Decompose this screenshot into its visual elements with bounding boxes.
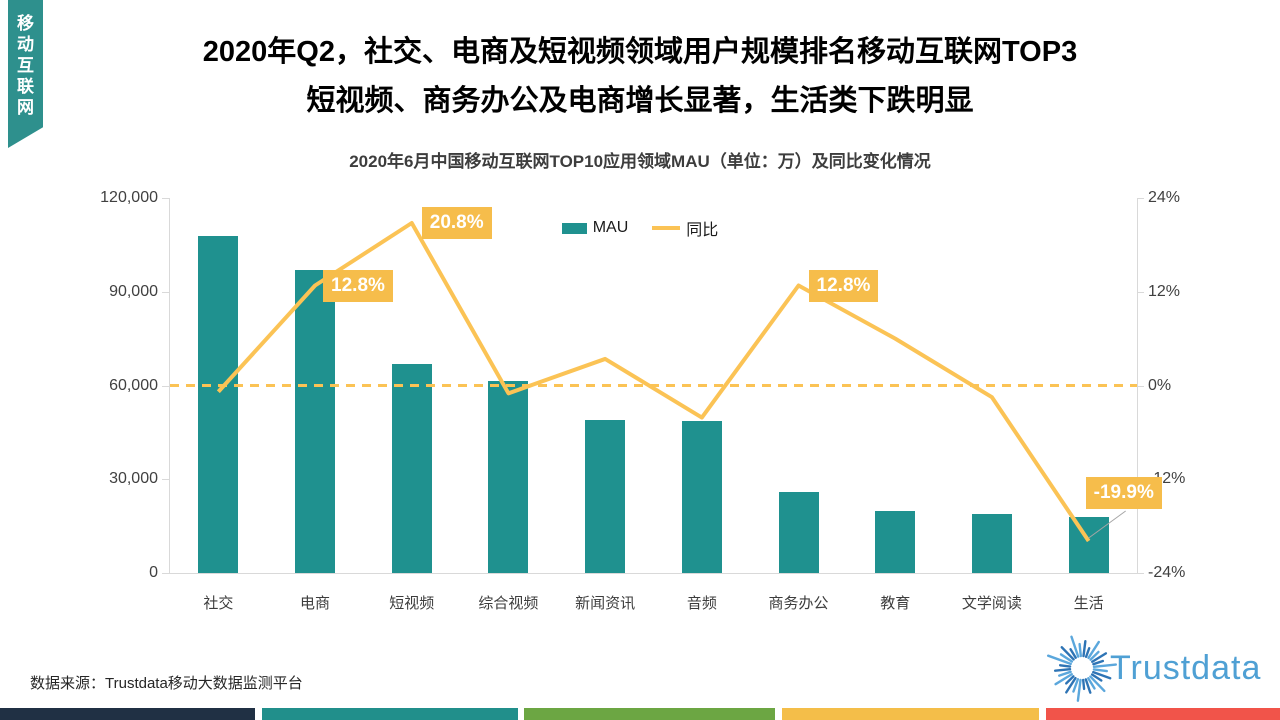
footer-bar-segment bbox=[1046, 708, 1280, 720]
left-axis-tick-label: 120,000 bbox=[100, 189, 158, 206]
starburst-ray bbox=[1060, 646, 1075, 661]
right-axis-tick-label: 0% bbox=[1148, 376, 1172, 394]
right-axis-tick bbox=[1137, 198, 1144, 199]
starburst-ray bbox=[1092, 663, 1118, 669]
footer-bar-segment bbox=[524, 708, 775, 720]
left-axis-tick bbox=[162, 198, 169, 199]
starburst-ray bbox=[1059, 653, 1074, 663]
annotation-12.8%: 12.8% bbox=[808, 269, 879, 302]
footer-bar-segment bbox=[262, 708, 518, 720]
bar-社交 bbox=[198, 235, 239, 573]
right-axis-tick bbox=[1137, 291, 1144, 293]
bar-生活 bbox=[1068, 516, 1109, 573]
bar-教育 bbox=[875, 510, 916, 573]
bar-综合视频 bbox=[488, 380, 529, 573]
left-axis-line bbox=[169, 198, 170, 573]
category-label-音频: 音频 bbox=[686, 595, 717, 612]
page-title-line2: 短视频、商务办公及电商增长显著，生活类下跌明显 bbox=[306, 85, 974, 117]
starburst-ray bbox=[1053, 667, 1072, 672]
starburst-ray bbox=[1089, 650, 1100, 661]
bottom-axis-line bbox=[169, 573, 1138, 574]
trustdata-starburst-icon bbox=[1046, 635, 1118, 702]
left-axis-tick-label: 90,000 bbox=[109, 282, 158, 300]
legend-yoy-label: 同比 bbox=[686, 222, 719, 239]
page-title: 2020年Q2，社交、电商及短视频领域用户规模排名移动互联网TOP3 短视频、商… bbox=[0, 28, 1280, 126]
left-axis-tick bbox=[162, 291, 169, 293]
chart-title: 2020年6月中国移动互联网TOP10应用领域MAU（单位：万）及同比变化情况 bbox=[349, 152, 931, 171]
category-label-教育: 教育 bbox=[880, 595, 911, 612]
bar-短视频 bbox=[391, 363, 432, 573]
legend-item-yoy: 同比 bbox=[652, 216, 718, 240]
legend-item-mau: MAU bbox=[561, 219, 629, 237]
starburst-ray bbox=[1054, 673, 1073, 686]
footer-bar-segment bbox=[782, 708, 1039, 720]
starburst-ray bbox=[1065, 676, 1077, 694]
right-axis-tick bbox=[1137, 573, 1144, 574]
bar-音频 bbox=[681, 421, 722, 573]
starburst-ray bbox=[1070, 635, 1080, 658]
left-axis-tick-label: 0 bbox=[149, 564, 158, 581]
category-label-综合视频: 综合视频 bbox=[478, 595, 539, 612]
ribbon-tab-char: 互 bbox=[17, 56, 34, 75]
left-axis-tick bbox=[162, 479, 169, 481]
starburst-ray bbox=[1065, 675, 1075, 685]
starburst-ray bbox=[1092, 670, 1112, 680]
footer-bar-segment bbox=[0, 708, 255, 720]
right-axis-tick bbox=[1137, 385, 1144, 387]
starburst-ray bbox=[1084, 678, 1092, 694]
starburst-ray bbox=[1087, 677, 1096, 690]
bar-新闻资讯 bbox=[585, 419, 626, 573]
chart-legend: MAU 同比 bbox=[0, 216, 1280, 240]
right-axis-tick-label: -24% bbox=[1148, 564, 1186, 581]
category-label-新闻资讯: 新闻资讯 bbox=[575, 595, 636, 612]
mau-bar-swatch-icon bbox=[561, 222, 587, 234]
right-axis-tick-label: 24% bbox=[1148, 189, 1181, 206]
ribbon-tab-char: 网 bbox=[17, 98, 34, 117]
starburst-ray bbox=[1091, 652, 1108, 663]
category-label-文学阅读: 文学阅读 bbox=[961, 595, 1022, 612]
bar-商务办公 bbox=[778, 491, 819, 573]
legend-mau-label: MAU bbox=[592, 219, 629, 236]
starburst-ray bbox=[1087, 640, 1101, 660]
trustdata-logo-text: Trustdata bbox=[1110, 648, 1262, 687]
yoy-line-swatch-icon bbox=[652, 226, 681, 230]
annotation--19.9%: -19.9% bbox=[1085, 476, 1162, 509]
starburst-ray bbox=[1082, 640, 1087, 658]
starburst-ray bbox=[1058, 664, 1072, 668]
category-label-短视频: 短视频 bbox=[389, 595, 435, 612]
mobile-internet-ribbon-tab: 移动互联网 bbox=[8, 0, 43, 148]
trustdata-logo: Trustdata bbox=[1046, 632, 1261, 704]
starburst-ray bbox=[1081, 678, 1086, 691]
ribbon-tab-char: 动 bbox=[17, 35, 34, 54]
bar-电商 bbox=[295, 269, 336, 573]
annotation-20.8%: 20.8% bbox=[421, 207, 492, 239]
starburst-ray bbox=[1084, 647, 1091, 658]
left-axis-tick bbox=[162, 573, 169, 574]
right-axis-tick-label: 12% bbox=[1148, 282, 1181, 300]
category-label-社交: 社交 bbox=[203, 595, 234, 612]
category-label-商务办公: 商务办公 bbox=[768, 595, 829, 612]
starburst-ray bbox=[1092, 668, 1109, 673]
left-axis-tick-label: 30,000 bbox=[109, 470, 158, 488]
annotation-12.8%: 12.8% bbox=[323, 269, 393, 302]
starburst-ray bbox=[1090, 673, 1103, 682]
page-title-line1: 2020年Q2，社交、电商及短视频领域用户规模排名移动互联网TOP3 bbox=[202, 36, 1078, 68]
left-axis-tick bbox=[162, 385, 169, 387]
category-label-电商: 电商 bbox=[300, 595, 331, 612]
starburst-ray bbox=[1078, 642, 1083, 658]
starburst-ray bbox=[1092, 659, 1105, 666]
bar-文学阅读 bbox=[971, 513, 1012, 573]
category-label-生活: 生活 bbox=[1073, 595, 1104, 612]
ribbon-tab-char: 移 bbox=[17, 14, 34, 33]
ribbon-tab-char: 联 bbox=[17, 77, 34, 96]
data-source-note: 数据来源：Trustdata移动大数据监测平台 bbox=[30, 675, 303, 692]
left-axis-tick-label: 60,000 bbox=[109, 376, 158, 394]
starburst-ray bbox=[1076, 678, 1082, 702]
starburst-ray bbox=[1069, 648, 1077, 659]
starburst-ray bbox=[1046, 654, 1072, 666]
starburst-ray bbox=[1072, 678, 1080, 693]
starburst-ray bbox=[1089, 675, 1106, 693]
starburst-ray bbox=[1058, 670, 1072, 677]
